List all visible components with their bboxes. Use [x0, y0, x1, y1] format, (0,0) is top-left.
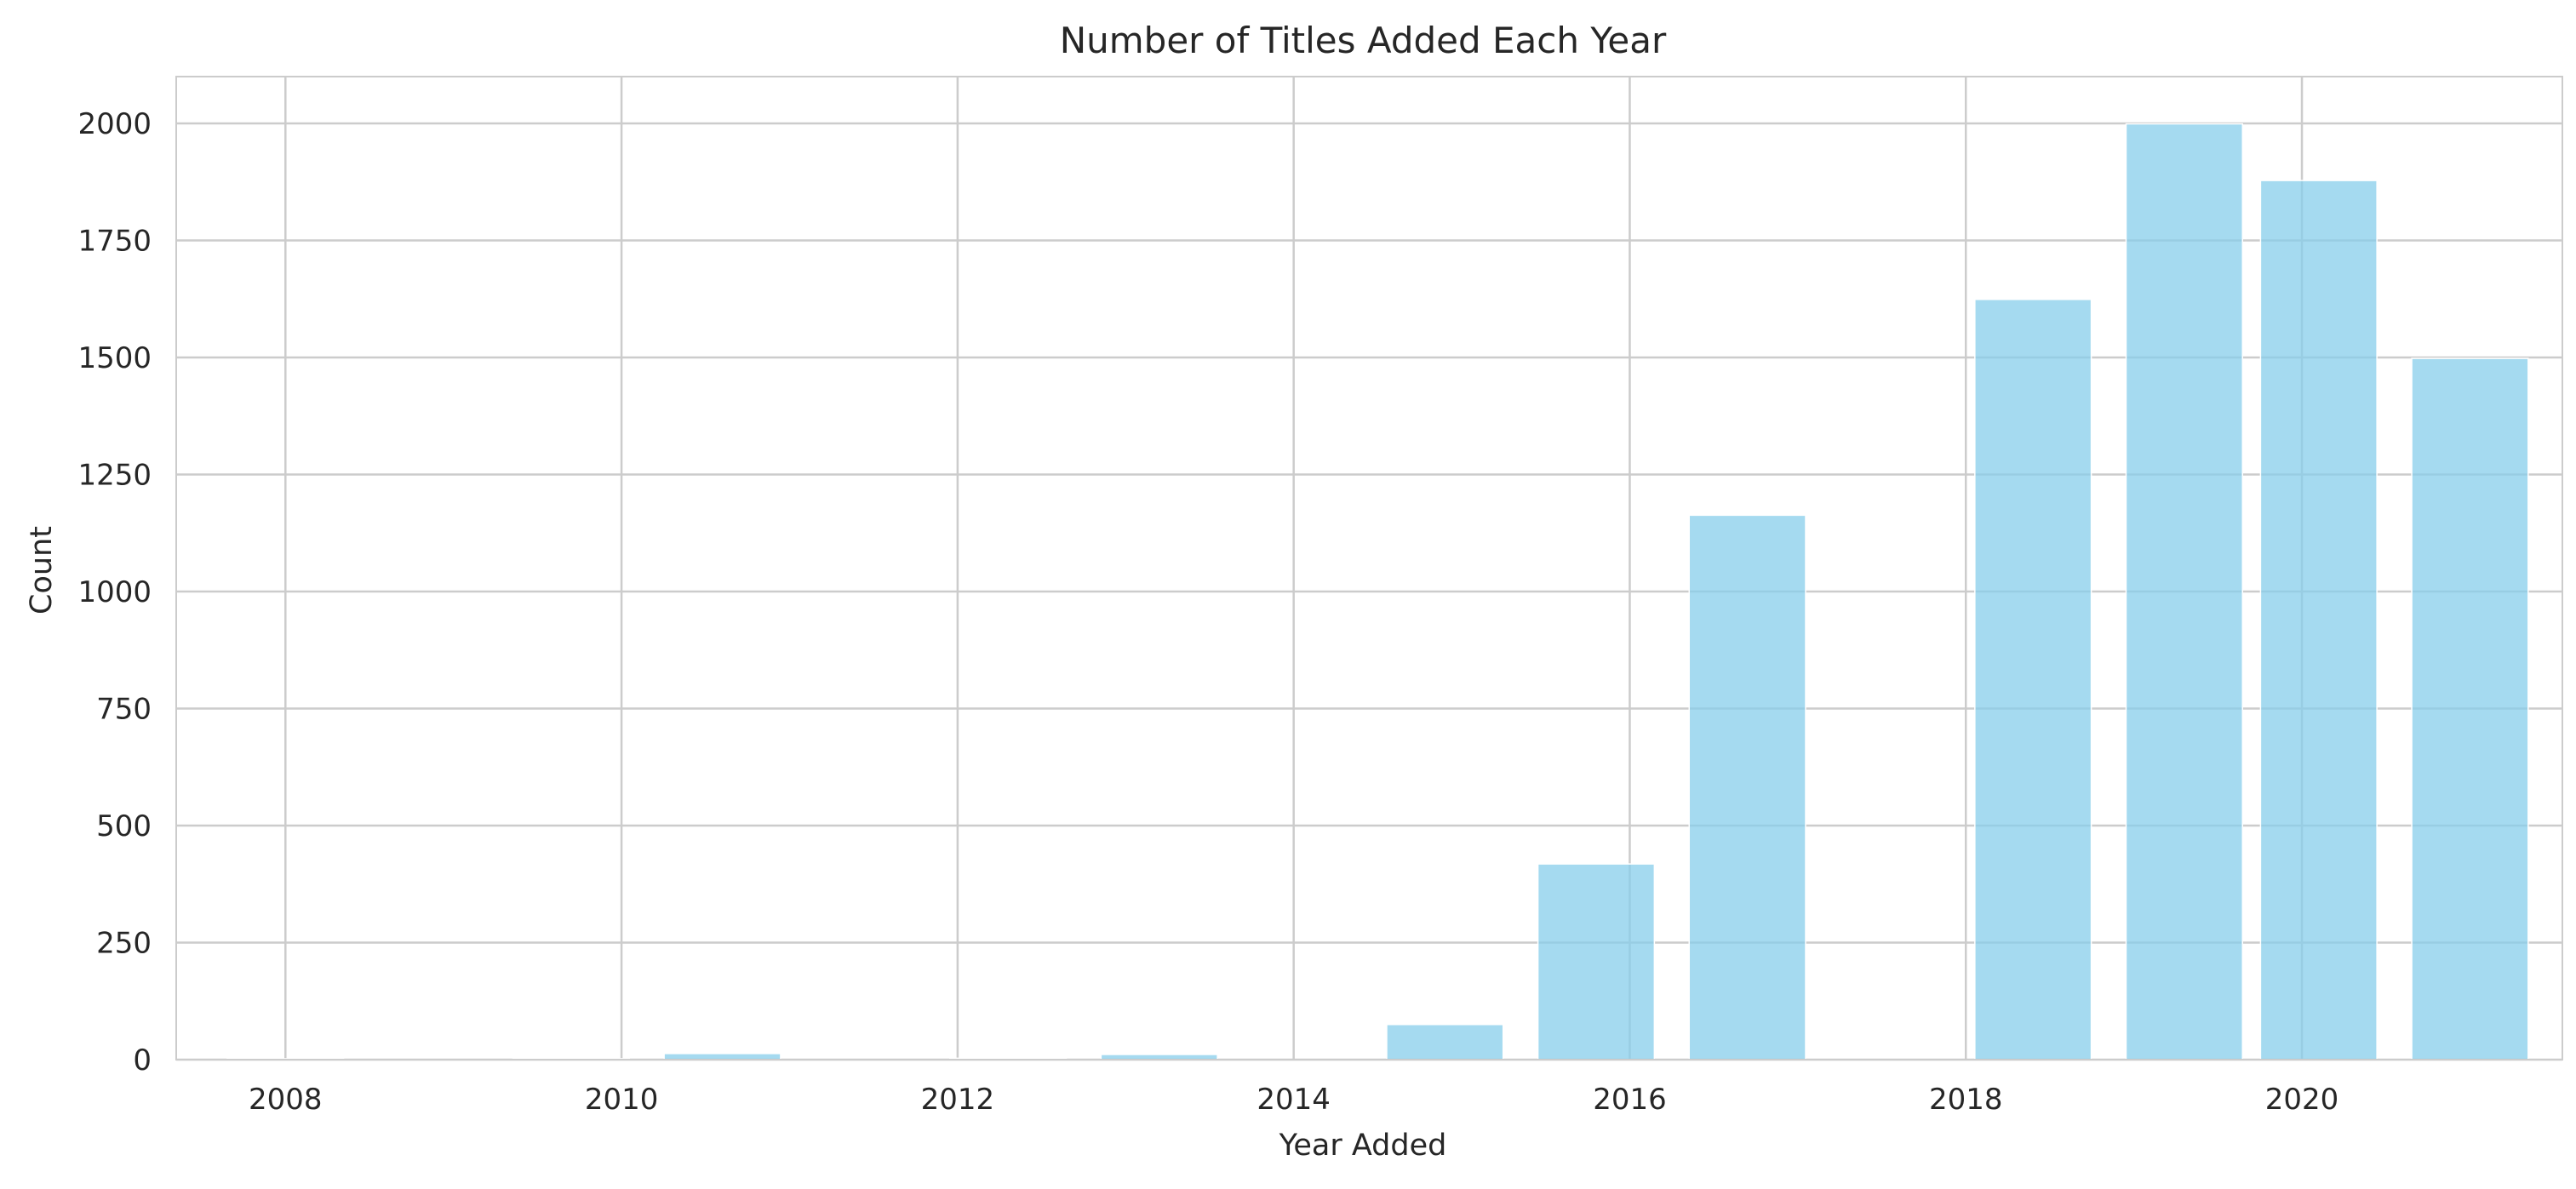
bar: [1386, 1024, 1504, 1060]
bar: [2259, 180, 2378, 1060]
bar: [1974, 299, 2092, 1060]
x-axis-ticks: 2008 2010 2012 2014 2016 2018 2020: [249, 1083, 2338, 1117]
y-tick-label: 1250: [77, 459, 152, 493]
y-tick-label: 250: [96, 927, 152, 961]
y-tick-label: 500: [96, 809, 152, 843]
bar: [1537, 863, 1656, 1060]
x-axis-label: Year Added: [1279, 1129, 1447, 1163]
plot-frame: [175, 76, 2563, 1060]
chart-title: Number of Titles Added Each Year: [1060, 20, 1667, 61]
x-tick-label: 2018: [1929, 1083, 2003, 1117]
plot-area: [175, 76, 2563, 1061]
x-tick-label: 2012: [921, 1083, 995, 1117]
bar: [2125, 123, 2243, 1060]
x-tick-label: 2016: [1593, 1083, 1667, 1117]
bars: [226, 123, 2529, 1060]
grid-lines: [176, 77, 2562, 1061]
bar: [1688, 514, 1806, 1060]
x-tick-label: 2010: [585, 1083, 659, 1117]
y-tick-label: 2000: [77, 107, 152, 141]
x-tick-label: 2014: [1257, 1083, 1331, 1117]
x-tick-label: 2008: [249, 1083, 323, 1117]
bar: [2411, 357, 2529, 1060]
y-tick-label: 1750: [77, 225, 152, 259]
x-tick-label: 2020: [2265, 1083, 2339, 1117]
y-tick-label: 0: [133, 1043, 152, 1078]
y-tick-label: 750: [96, 693, 152, 727]
y-tick-label: 1000: [77, 575, 152, 609]
y-tick-label: 1500: [77, 341, 152, 375]
y-axis-label: Count: [25, 526, 59, 615]
bar: [663, 1053, 781, 1060]
y-axis-ticks: 0 250 500 750 1000 1250 1500 1750 2000: [77, 107, 152, 1078]
